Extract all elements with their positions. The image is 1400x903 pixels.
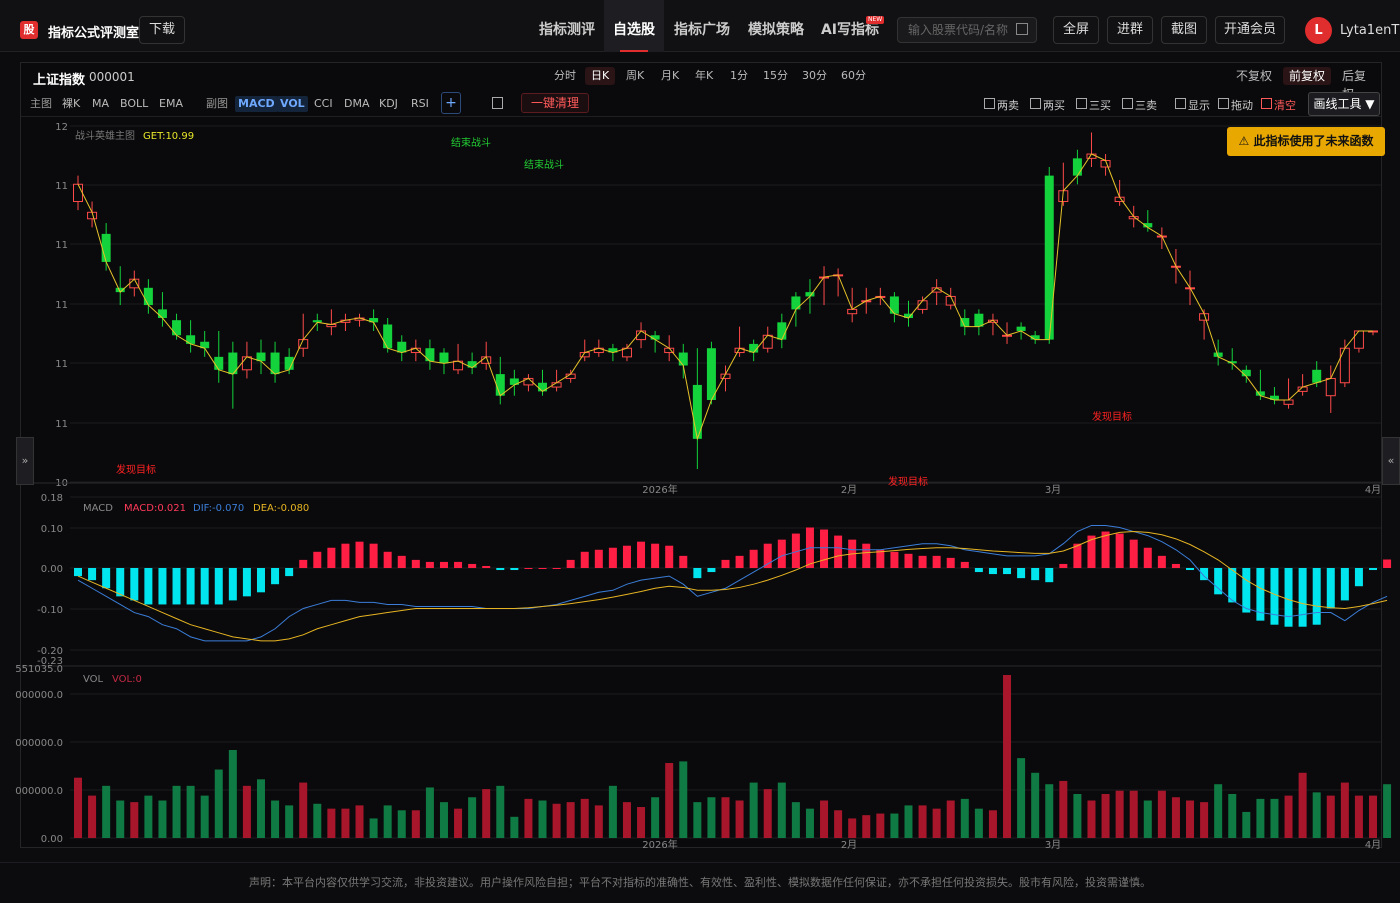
brand-logo-icon[interactable]: 股 (20, 21, 38, 39)
indicator-toolbar: 主图 裸K MA BOLL EMA 副图 MACD VOL CCI DMA KD… (21, 91, 1381, 117)
indicator-ema[interactable]: EMA (159, 97, 183, 110)
check-clear[interactable]: 清空 (1261, 97, 1296, 113)
chart-panel: 上证指数 000001 分时 日K 周K 月K 年K 1分 15分 30分 60… (20, 62, 1385, 848)
period-weekly[interactable]: 周K (626, 69, 645, 82)
brand-name[interactable]: 指标公式评测室 (48, 26, 140, 41)
check-three-buy[interactable]: 三买 (1076, 97, 1111, 113)
indicator-kdj[interactable]: KDJ (379, 97, 398, 110)
period-30min[interactable]: 30分 (802, 69, 827, 82)
sub-chart-label: 副图 (206, 97, 228, 110)
check-two-sell[interactable]: 两卖 (984, 97, 1019, 113)
period-monthly[interactable]: 月K (661, 69, 680, 82)
add-indicator-button[interactable]: + (441, 92, 461, 114)
indicator-dma[interactable]: DMA (344, 97, 370, 110)
fullscreen-button[interactable]: 全屏 (1053, 16, 1099, 44)
vol-bar (1383, 784, 1392, 838)
main-chart-label: 主图 (30, 97, 52, 110)
draw-tool-button[interactable]: 画线工具 ▼ (1308, 92, 1380, 116)
membership-button[interactable]: 开通会员 (1215, 16, 1285, 44)
macd-bar (1383, 559, 1392, 568)
period-1min[interactable]: 1分 (730, 69, 748, 82)
check-three-sell[interactable]: 三卖 (1122, 97, 1157, 113)
search-placeholder: 输入股票代码/名称 (908, 23, 1009, 37)
nav-indicator-review[interactable]: 指标测评 (539, 22, 595, 38)
adjust-backward[interactable]: 后复权 (1342, 69, 1367, 101)
top-bar: 股 指标公式评测室 下载 指标测评 自选股 指标广场 模拟策略 AI写指标 NE… (0, 0, 1400, 52)
future-function-warning[interactable]: ⚠ 此指标使用了未来函数 (1227, 127, 1385, 156)
indicator-vol[interactable]: VOL (277, 96, 308, 112)
close-icon[interactable] (492, 97, 503, 109)
stock-name: 上证指数 (33, 73, 86, 88)
period-intraday[interactable]: 分时 (554, 69, 576, 82)
new-badge: NEW (866, 16, 885, 24)
check-show[interactable]: 显示 (1175, 97, 1210, 113)
expand-right-icon[interactable]: « (1382, 437, 1400, 485)
adjust-forward[interactable]: 前复权 (1283, 67, 1332, 85)
username[interactable]: Lyta1enT (1340, 23, 1400, 38)
period-daily[interactable]: 日K (585, 67, 616, 85)
nav-sim-strategy[interactable]: 模拟策略 (748, 22, 804, 38)
join-group-button[interactable]: 进群 (1107, 16, 1153, 44)
search-clear-icon[interactable] (1016, 23, 1028, 35)
check-drag[interactable]: 拖动 (1218, 97, 1253, 113)
expand-left-icon[interactable]: » (16, 437, 34, 485)
indicator-cci[interactable]: CCI (314, 97, 333, 110)
adjust-none[interactable]: 不复权 (1236, 69, 1273, 83)
search-input[interactable]: 输入股票代码/名称 (897, 17, 1037, 43)
avatar[interactable]: L (1305, 17, 1332, 44)
indicator-bare-k[interactable]: 裸K (62, 97, 81, 110)
period-15min[interactable]: 15分 (763, 69, 788, 82)
download-button[interactable]: 下载 (139, 16, 185, 44)
indicator-macd[interactable]: MACD (235, 96, 278, 112)
indicator-boll[interactable]: BOLL (120, 97, 149, 110)
screenshot-button[interactable]: 截图 (1161, 16, 1207, 44)
indicator-ma[interactable]: MA (92, 97, 110, 110)
disclaimer: 声明：本平台内容仅供学习交流，非投资建议。用户操作风险自担；平台不对指标的准确性… (0, 862, 1400, 900)
nav-watchlist[interactable]: 自选股 (604, 0, 664, 52)
check-two-buy[interactable]: 两买 (1030, 97, 1065, 113)
nav-indicator-plaza[interactable]: 指标广场 (674, 22, 730, 38)
period-60min[interactable]: 60分 (841, 69, 866, 82)
nav-ai-indicator[interactable]: AI写指标 (820, 22, 880, 38)
clear-all-button[interactable]: 一键清理 (521, 93, 589, 113)
stock-header: 上证指数 000001 分时 日K 周K 月K 年K 1分 15分 30分 60… (21, 63, 1381, 101)
period-yearly[interactable]: 年K (695, 69, 714, 82)
stock-code: 000001 (89, 70, 135, 84)
indicator-rsi[interactable]: RSI (411, 97, 429, 110)
